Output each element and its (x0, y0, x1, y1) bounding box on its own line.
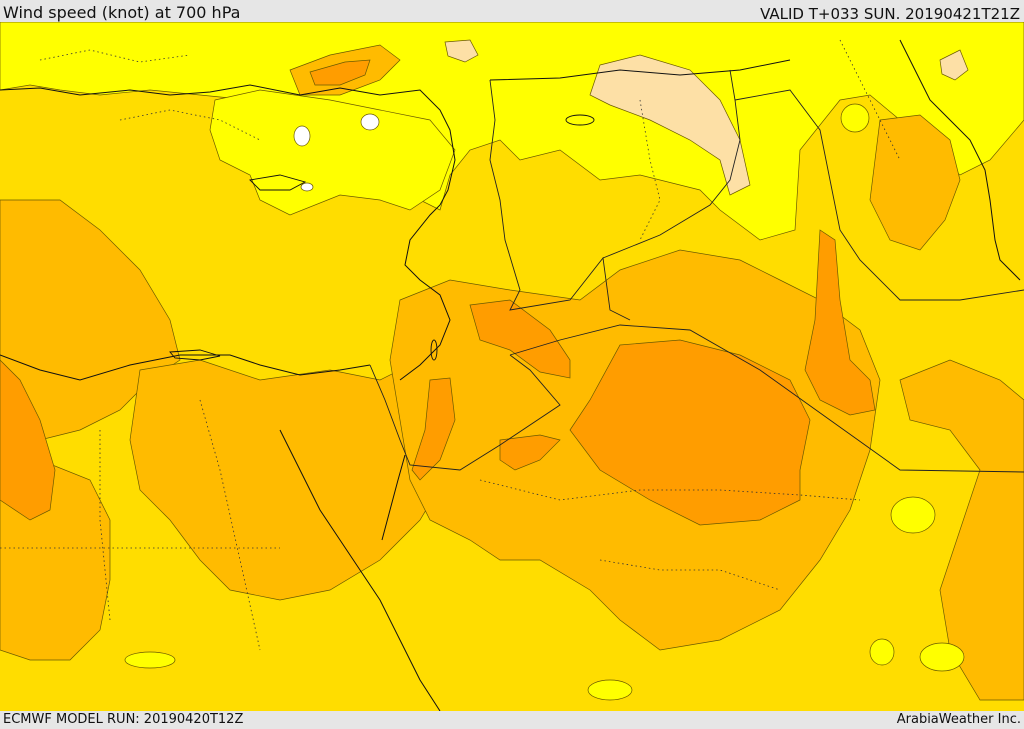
model-run: ECMWF MODEL RUN: 20190420T12Z (3, 712, 244, 727)
field-calm-spot-3 (300, 182, 314, 192)
field-light-spot-4 (869, 638, 895, 666)
field-strong-jordan (469, 299, 571, 379)
field-light-spot-1 (890, 496, 936, 534)
field-fresh-egypt (129, 359, 461, 601)
map-title: Wind speed (knot) at 700 hPa (3, 3, 241, 22)
field-calm-spot-1 (360, 113, 380, 131)
field-light-spot-5 (587, 679, 633, 701)
field-light-anatolia (209, 89, 456, 216)
field-strong-iraq (804, 229, 876, 416)
field-light-spot-6 (840, 103, 870, 133)
field-strong-west (0, 359, 56, 521)
regional-boundaries (0, 39, 901, 651)
field-light-spot-2 (919, 642, 965, 672)
footer-bar: ECMWF MODEL RUN: 20190420T12Z ArabiaWeat… (0, 711, 1024, 729)
field-very-light-caspian (939, 49, 969, 81)
coastlines (0, 39, 1021, 711)
field-strong-saudi (499, 434, 561, 471)
field-very-light-ne (589, 54, 751, 196)
borders (369, 69, 1024, 473)
wind-speed-map[interactable] (0, 22, 1024, 711)
header-bar: Wind speed (knot) at 700 hPa VALID T+033… (0, 0, 1024, 23)
field-calm-spot-2 (293, 125, 311, 147)
field-fresh-iran (869, 114, 961, 251)
credit-text: ArabiaWeather Inc. (896, 712, 1021, 727)
field-strong-turkey (309, 59, 371, 86)
valid-time: VALID T+033 SUN. 20190421T21Z (760, 5, 1020, 23)
islands (169, 114, 595, 361)
field-very-light-small (444, 39, 479, 63)
field-strong-sinai (411, 377, 456, 481)
field-light-spot-3 (124, 651, 176, 669)
field-strong-central (569, 339, 811, 526)
